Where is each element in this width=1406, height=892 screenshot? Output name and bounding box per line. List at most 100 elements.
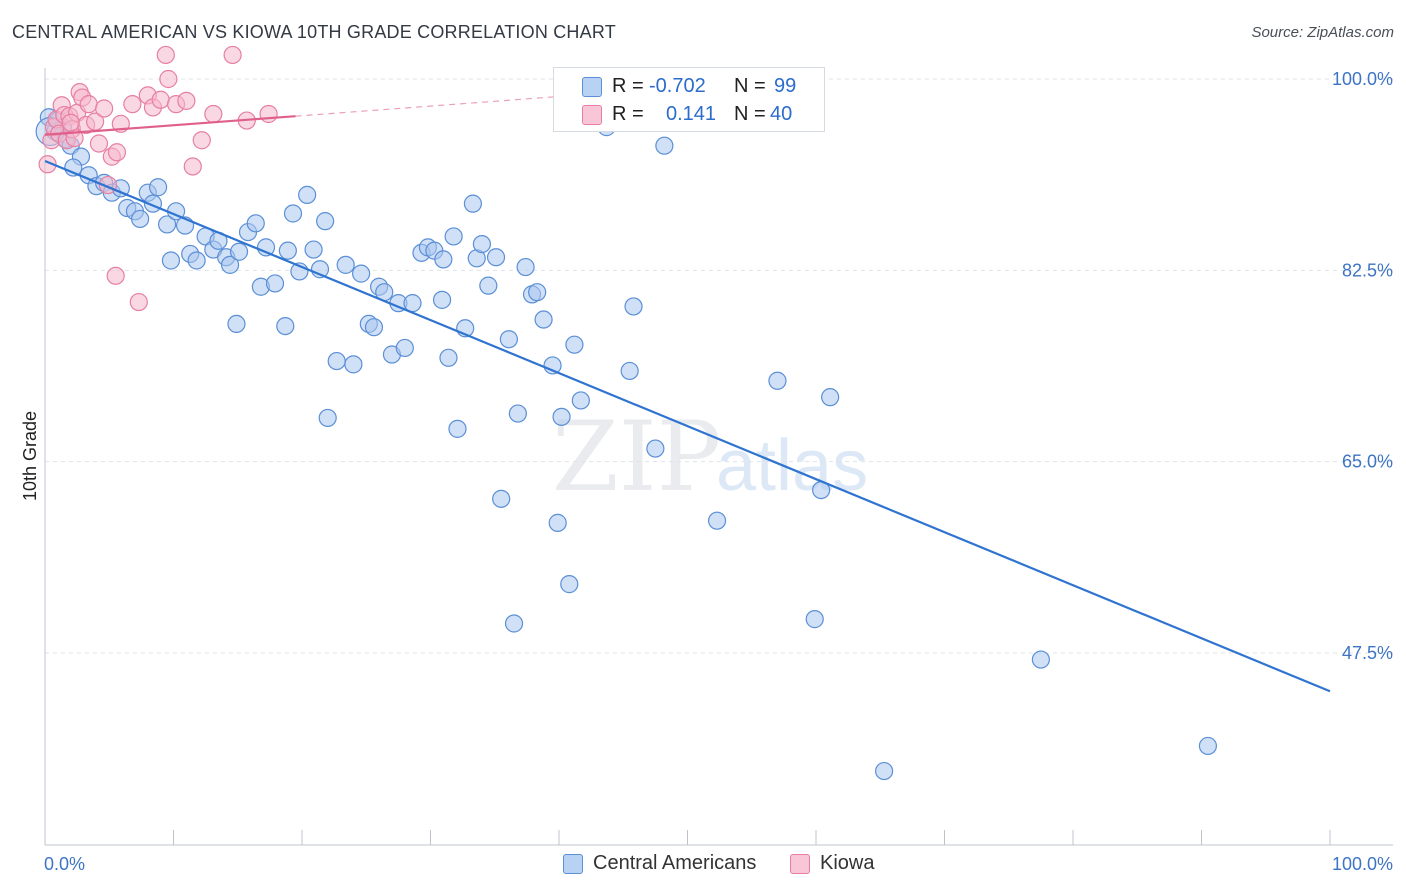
watermark-zip: ZIP (552, 401, 721, 513)
data-point-kiowa (95, 99, 114, 118)
data-point-central-americans (439, 348, 458, 367)
data-point-central-americans (187, 251, 206, 270)
source-label: Source: ZipAtlas.com (1251, 24, 1394, 41)
data-point-central-americans (552, 407, 571, 426)
data-point-central-americans (528, 283, 547, 302)
data-point-central-americans (565, 335, 584, 354)
data-point-central-americans (336, 255, 355, 274)
legend-swatch-blue (563, 853, 583, 874)
stats-swatch-pink (582, 105, 602, 125)
data-point-central-americans (479, 276, 498, 295)
data-point-central-americans (318, 408, 337, 428)
data-point-central-americans (148, 178, 168, 197)
stats-r-value: -0.702 (649, 75, 706, 97)
data-point-central-americans (246, 214, 265, 233)
legend-swatch-pink (790, 853, 810, 874)
data-point-kiowa (89, 134, 109, 153)
data-point-central-americans (646, 439, 665, 458)
data-point-central-americans (432, 290, 452, 309)
data-point-central-americans (444, 227, 463, 246)
data-point-central-americans (344, 355, 363, 374)
stats-r-label: R = (612, 75, 644, 97)
data-point-kiowa (61, 113, 80, 132)
bottom-legend: Central Americans Kiowa (0, 850, 1406, 880)
data-point-central-americans (434, 250, 453, 269)
data-point-central-americans (352, 264, 371, 283)
data-point-kiowa (123, 95, 142, 114)
x-ticks (44, 830, 1331, 845)
data-point-central-americans (624, 297, 643, 316)
stats-n-value: 99 (774, 75, 797, 97)
data-point-central-americans (492, 489, 511, 508)
data-point-central-americans (283, 204, 303, 223)
data-point-central-americans (768, 371, 787, 390)
series-central-americans (35, 108, 1218, 781)
y-tick-label: 100.0% (1332, 69, 1393, 89)
series-kiowa (38, 45, 278, 312)
data-point-central-americans (534, 310, 553, 329)
data-point-central-americans (472, 234, 491, 254)
data-point-central-americans (508, 404, 527, 423)
data-point-central-americans (364, 318, 384, 337)
data-point-kiowa (223, 45, 242, 65)
data-point-kiowa (159, 69, 178, 89)
data-point-kiowa (107, 143, 127, 162)
data-point-central-americans (220, 255, 240, 274)
stats-swatch-blue (582, 77, 602, 97)
data-point-central-americans (448, 419, 467, 438)
y-tick-label: 47.5% (1342, 643, 1393, 663)
gridlines (45, 78, 1393, 654)
data-point-kiowa (177, 91, 196, 110)
data-point-central-americans (707, 511, 727, 530)
y-tick-label: 82.5% (1342, 260, 1393, 280)
stats-r-value: 0.141 (666, 103, 717, 125)
stats-n-label: N = (734, 75, 766, 97)
data-point-central-americans (229, 242, 249, 261)
data-point-central-americans (821, 388, 840, 407)
data-point-central-americans (265, 274, 285, 293)
data-point-central-americans (655, 136, 674, 155)
data-point-central-americans (463, 194, 483, 213)
data-point-kiowa (192, 131, 211, 150)
data-point-central-americans (499, 330, 518, 349)
data-point-central-americans (316, 212, 335, 231)
data-point-kiowa (106, 266, 125, 285)
data-point-central-americans (395, 338, 414, 358)
data-point-central-americans (805, 610, 824, 629)
data-point-central-americans (227, 314, 246, 334)
legend-label-kiowa: Kiowa (820, 852, 875, 874)
data-point-central-americans (548, 513, 567, 532)
data-point-central-americans (560, 575, 579, 594)
data-point-kiowa (204, 104, 223, 124)
stats-n-label: N = (734, 103, 766, 125)
trend-line-central-americans (44, 159, 1331, 693)
data-point-kiowa (259, 104, 278, 124)
y-tick-labels: 47.5% 65.0% 82.5% 100.0% (1332, 69, 1393, 663)
trend-line-kiowa (44, 115, 296, 136)
data-point-central-americans (276, 316, 295, 336)
stats-r-label: R = (612, 103, 644, 125)
data-point-central-americans (161, 251, 181, 270)
data-point-central-americans (278, 241, 297, 260)
legend-item-kiowa[interactable]: Kiowa (790, 852, 874, 875)
stats-legend: R = -0.702 N = 99 R = 0.141 N = 40 (553, 67, 825, 132)
data-point-central-americans (157, 215, 177, 234)
data-point-kiowa (38, 155, 57, 174)
trend-line-kiowa-extension (295, 95, 560, 117)
x-tick-label-max: 100.0% (1332, 854, 1393, 874)
data-point-central-americans (130, 209, 150, 229)
data-point-central-americans (875, 761, 894, 781)
data-point-kiowa (183, 157, 202, 176)
data-point-central-americans (504, 614, 524, 633)
data-point-central-americans (327, 351, 346, 371)
axes (44, 68, 1393, 846)
legend-item-central-americans[interactable]: Central Americans (563, 852, 756, 875)
data-point-central-americans (620, 361, 639, 381)
data-point-central-americans (304, 240, 323, 259)
trend-lines (44, 95, 1331, 693)
watermark: ZIP atlas (552, 401, 868, 513)
legend-label-central-americans: Central Americans (593, 852, 757, 874)
stats-row-central-americans: R = -0.702 N = 99 (554, 73, 824, 101)
stats-row-kiowa: R = 0.141 N = 40 (554, 101, 824, 129)
